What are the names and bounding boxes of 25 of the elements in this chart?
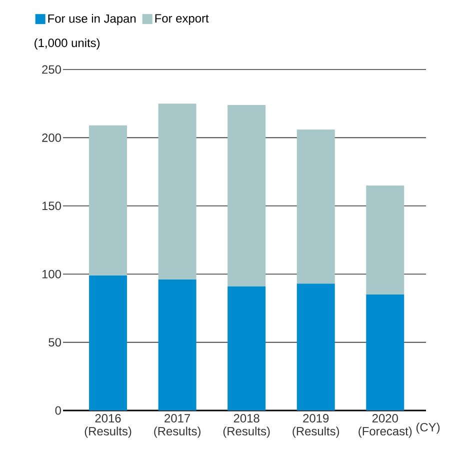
y-tick-label: 200 (42, 133, 62, 142)
legend-label: For export (155, 14, 209, 25)
x-tick-label: 2017 (Results) (154, 414, 200, 438)
legend-label: For use in Japan (48, 14, 136, 26)
bar (366, 294, 404, 410)
y-axis-title: (1,000 units) (34, 38, 100, 50)
y-tick-label: 250 (42, 65, 62, 74)
bar (296, 130, 335, 284)
x-tick-label: 2020 (Forecast) (358, 414, 412, 438)
x-axis-title: (CY) (416, 422, 440, 434)
x-tick-label: 2018 (Results) (223, 414, 270, 438)
x-tick-label: 2019 (Results) (292, 414, 340, 438)
y-tick-label: 150 (42, 202, 62, 210)
bar (158, 104, 196, 280)
bar (89, 125, 128, 276)
x-tick-label: 2016 (Results) (84, 414, 132, 438)
y-tick-label: 0 (55, 406, 62, 415)
bar (158, 280, 196, 410)
bar (89, 275, 128, 410)
bar (228, 104, 266, 286)
bar (366, 185, 404, 295)
y-tick-label: 50 (48, 338, 62, 347)
bar (228, 286, 266, 410)
bar (296, 284, 335, 410)
y-tick-label: 100 (42, 270, 62, 278)
